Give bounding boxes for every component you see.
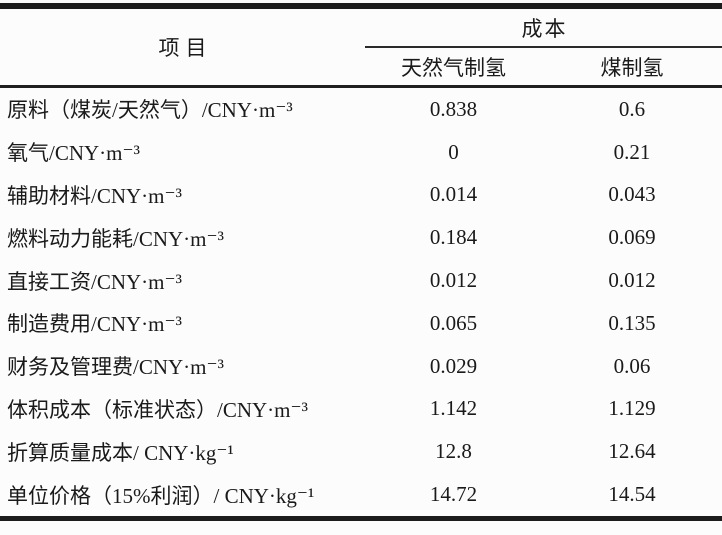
coal-value: 0.069 (608, 225, 656, 250)
coal-value: 0.043 (608, 182, 656, 207)
table-row-mass-cost: 折算质量成本/ CNY·kg⁻¹ 12.8 12.64 (0, 430, 722, 473)
natural-gas-value: 0.065 (429, 310, 478, 335)
row-label: 氧气/CNY·m⁻³ (7, 141, 140, 166)
column-header-coal: 煤制氢 (542, 47, 722, 88)
row-label: 燃料动力能耗/CNY·m⁻³ (7, 226, 224, 251)
coal-value: 1.129 (608, 396, 656, 421)
natural-gas-value: 0.838 (429, 96, 478, 121)
row-label: 原料（煤炭/天然气）/CNY·m⁻³ (7, 98, 293, 123)
row-label: 制造费用/CNY·m⁻³ (7, 312, 182, 337)
table-row-auxiliary-materials: 辅助材料/CNY·m⁻³ 0.014 0.043 (0, 174, 722, 217)
table-row-unit-price: 单位价格（15%利润）/ CNY·kg⁻¹ 14.72 14.54 (0, 473, 722, 518)
header-row-sub: 天然气制氢 煤制氢 (0, 47, 722, 88)
hydrogen-cost-comparison-table: 项目 成本 天然气制氢 煤制氢 原料（煤炭/天然气）/CNY·m⁻³ 0.838… (0, 3, 722, 521)
natural-gas-value: 14.72 (429, 482, 478, 507)
row-label: 直接工资/CNY·m⁻³ (7, 269, 182, 294)
row-label: 折算质量成本/ CNY·kg⁻¹ (7, 440, 234, 465)
natural-gas-value: 0.184 (429, 225, 478, 250)
coal-value: 14.54 (608, 482, 656, 507)
coal-value: 0.21 (613, 139, 651, 164)
row-label: 体积成本（标准状态）/CNY·m⁻³ (7, 397, 308, 422)
table-row-manufacturing-cost: 制造费用/CNY·m⁻³ 0.065 0.135 (0, 302, 722, 345)
table-row-volume-cost: 体积成本（标准状态）/CNY·m⁻³ 1.142 1.129 (0, 388, 722, 431)
coal-value: 12.64 (608, 439, 656, 464)
row-label: 单位价格（15%利润）/ CNY·kg⁻¹ (7, 483, 315, 508)
row-label: 财务及管理费/CNY·m⁻³ (7, 355, 224, 380)
table-row-direct-wages: 直接工资/CNY·m⁻³ 0.012 0.012 (0, 259, 722, 302)
row-label: 辅助材料/CNY·m⁻³ (7, 183, 182, 208)
table-row-raw-material: 原料（煤炭/天然气）/CNY·m⁻³ 0.838 0.6 (0, 87, 722, 131)
natural-gas-value: 0.012 (429, 268, 478, 293)
table-row-fuel-power: 燃料动力能耗/CNY·m⁻³ 0.184 0.069 (0, 216, 722, 259)
column-header-cost: 成本 (365, 6, 722, 48)
natural-gas-value: 1.142 (429, 396, 478, 421)
column-header-item: 项目 (0, 6, 365, 88)
table-row-finance-admin: 财务及管理费/CNY·m⁻³ 0.029 0.06 (0, 345, 722, 388)
coal-value: 0.06 (613, 353, 651, 378)
natural-gas-value: 12.8 (435, 439, 472, 464)
column-header-natural-gas: 天然气制氢 (365, 47, 542, 88)
natural-gas-value: 0.029 (429, 353, 478, 378)
header-row-top: 项目 成本 (0, 6, 722, 88)
natural-gas-value: 0 (448, 139, 459, 164)
coal-value: 0.012 (608, 268, 656, 293)
table-row-oxygen: 氧气/CNY·m⁻³ 0 0.21 (0, 131, 722, 174)
coal-value: 0.6 (618, 96, 646, 121)
coal-value: 0.135 (608, 310, 656, 335)
natural-gas-value: 0.014 (429, 182, 478, 207)
